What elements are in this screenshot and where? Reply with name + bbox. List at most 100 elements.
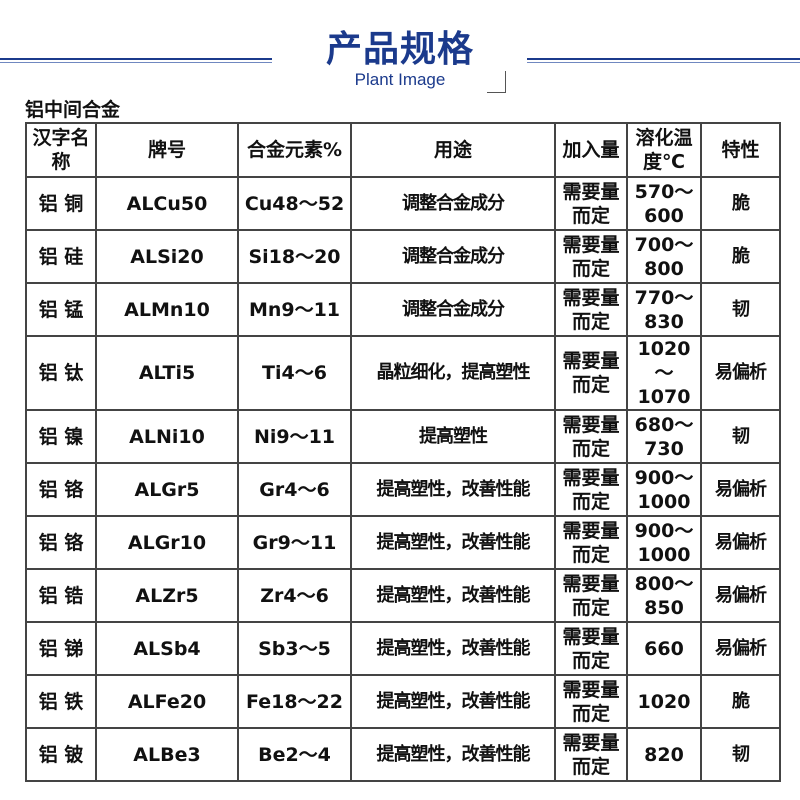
cell-col-usage: 调整合金成分: [350, 282, 556, 337]
cell-col-amount: 需要量而定: [554, 568, 628, 623]
cell-col-property: 脆: [700, 674, 781, 729]
header-line-right: [527, 58, 800, 60]
cell-col-property: 易偏析: [700, 568, 781, 623]
header-col-melting-temp: 溶化温度℃: [626, 122, 702, 178]
cell-col-amount: 需要量而定: [554, 515, 628, 570]
cell-col-elements: Zr4～6: [237, 568, 352, 623]
cell-col-grade: ALGr5: [95, 462, 239, 517]
cell-col-elements: Mn9～11: [237, 282, 352, 337]
cell-col-property: 韧: [700, 409, 781, 464]
cell-col-name: 铝 锑: [25, 621, 97, 676]
cell-col-usage: 调整合金成分: [350, 176, 556, 231]
cell-col-property: 韧: [700, 727, 781, 782]
cell-col-amount: 需要量而定: [554, 462, 628, 517]
cell-col-name: 铝 铁: [25, 674, 97, 729]
cell-col-property: 脆: [700, 229, 781, 284]
cell-col-grade: ALTi5: [95, 335, 239, 411]
cell-col-melting-temp: 570～600: [626, 176, 702, 231]
table-row: 铝 锑 ALSb4 Sb3～5 提高塑性，改善性能 需要量而定 660 易偏析: [25, 621, 781, 676]
table-row: 铝 硅 ALSi20 Si18～20 调整合金成分 需要量而定 700～800 脆: [25, 229, 781, 284]
cell-col-property: 易偏析: [700, 621, 781, 676]
cell-col-usage: 提高塑性: [350, 409, 556, 464]
header-col-grade: 牌号: [95, 122, 239, 178]
cell-col-elements: Sb3～5: [237, 621, 352, 676]
cell-col-name: 铝 硅: [25, 229, 97, 284]
cell-col-name: 铝 钛: [25, 335, 97, 411]
table-row: 铝 铁 ALFe20 Fe18～22 提高塑性，改善性能 需要量而定 1020 脆: [25, 674, 781, 729]
header-line-left-thin: [0, 62, 272, 63]
table-row: 铝 锰 ALMn10 Mn9～11 调整合金成分 需要量而定 770～830 韧: [25, 282, 781, 337]
cell-col-amount: 需要量而定: [554, 409, 628, 464]
cell-col-amount: 需要量而定: [554, 621, 628, 676]
alloy-spec-table: 汉字名称 牌号 合金元素% 用途 加入量 溶化温度℃ 特性铝 铜 ALCu50 Cu48～52 调…: [25, 122, 781, 782]
cell-col-usage: 提高塑性，改善性能: [350, 568, 556, 623]
cell-col-grade: ALGr10: [95, 515, 239, 570]
header-line-left: [0, 58, 272, 60]
cell-col-melting-temp: 820: [626, 727, 702, 782]
cell-col-property: 韧: [700, 282, 781, 337]
cell-col-property: 易偏析: [700, 335, 781, 411]
cell-col-elements: Cu48～52: [237, 176, 352, 231]
cell-col-usage: 提高塑性，改善性能: [350, 727, 556, 782]
table-row: 铝 锆 ALZr5 Zr4～6 提高塑性，改善性能 需要量而定 800～850 易偏析: [25, 568, 781, 623]
cell-col-grade: ALMn10: [95, 282, 239, 337]
cell-col-melting-temp: 1020～1070: [626, 335, 702, 411]
page-title: 产品规格: [325, 29, 474, 70]
cell-col-amount: 需要量而定: [554, 727, 628, 782]
cell-col-name: 铝 铬: [25, 515, 97, 570]
table-row: 铝 镍 ALNi10 Ni9～11 提高塑性 需要量而定 680～730 韧: [25, 409, 781, 464]
cell-col-usage: 调整合金成分: [350, 229, 556, 284]
cell-col-grade: ALSi20: [95, 229, 239, 284]
cell-col-property: 脆: [700, 176, 781, 231]
cell-col-amount: 需要量而定: [554, 282, 628, 337]
cell-col-elements: Ni9～11: [237, 409, 352, 464]
cell-col-name: 铝 锰: [25, 282, 97, 337]
cell-col-usage: 提高塑性，改善性能: [350, 462, 556, 517]
cell-col-name: 铝 锆: [25, 568, 97, 623]
cell-col-amount: 需要量而定: [554, 674, 628, 729]
cell-col-usage: 晶粒细化，提高塑性: [350, 335, 556, 411]
cell-col-grade: ALCu50: [95, 176, 239, 231]
cell-col-melting-temp: 680～730: [626, 409, 702, 464]
cell-col-elements: Gr9～11: [237, 515, 352, 570]
header-col-amount: 加入量: [554, 122, 628, 178]
cell-col-melting-temp: 900～1000: [626, 515, 702, 570]
table-row: 铝 钛 ALTi5 Ti4～6 晶粒细化，提高塑性 需要量而定 1020～1070 易偏析: [25, 335, 781, 411]
cell-col-melting-temp: 660: [626, 621, 702, 676]
decorative-bracket: [487, 71, 506, 93]
header-col-property: 特性: [700, 122, 781, 178]
cell-col-grade: ALNi10: [95, 409, 239, 464]
cell-col-elements: Be2～4: [237, 727, 352, 782]
cell-col-property: 易偏析: [700, 515, 781, 570]
cell-col-property: 易偏析: [700, 462, 781, 517]
cell-col-melting-temp: 800～850: [626, 568, 702, 623]
cell-col-usage: 提高塑性，改善性能: [350, 515, 556, 570]
cell-col-elements: Ti4～6: [237, 335, 352, 411]
cell-col-usage: 提高塑性，改善性能: [350, 674, 556, 729]
header-line-right-thin: [527, 62, 800, 63]
header-col-usage: 用途: [350, 122, 556, 178]
cell-col-grade: ALSb4: [95, 621, 239, 676]
page-subtitle: Plant Image: [354, 70, 446, 89]
cell-col-grade: ALBe3: [95, 727, 239, 782]
table-row: 铝 铬 ALGr5 Gr4～6 提高塑性，改善性能 需要量而定 900～1000 易偏析: [25, 462, 781, 517]
cell-col-melting-temp: 700～800: [626, 229, 702, 284]
cell-col-name: 铝 镍: [25, 409, 97, 464]
cell-col-grade: ALFe20: [95, 674, 239, 729]
cell-col-amount: 需要量而定: [554, 229, 628, 284]
cell-col-amount: 需要量而定: [554, 335, 628, 411]
table-row: 铝 铜 ALCu50 Cu48～52 调整合金成分 需要量而定 570～600 脆: [25, 176, 781, 231]
cell-col-elements: Fe18～22: [237, 674, 352, 729]
cell-col-elements: Gr4～6: [237, 462, 352, 517]
cell-col-amount: 需要量而定: [554, 176, 628, 231]
cell-col-grade: ALZr5: [95, 568, 239, 623]
table-header-row: 汉字名称 牌号 合金元素% 用途 加入量 溶化温度℃ 特性: [25, 122, 781, 178]
table-row: 铝 铬 ALGr10 Gr9～11 提高塑性，改善性能 需要量而定 900～1000 易偏析: [25, 515, 781, 570]
header-col-elements: 合金元素%: [237, 122, 352, 178]
header-col-name: 汉字名称: [25, 122, 97, 178]
cell-col-elements: Si18～20: [237, 229, 352, 284]
cell-col-melting-temp: 770～830: [626, 282, 702, 337]
cell-col-name: 铝 铬: [25, 462, 97, 517]
cell-col-melting-temp: 900～1000: [626, 462, 702, 517]
cell-col-melting-temp: 1020: [626, 674, 702, 729]
